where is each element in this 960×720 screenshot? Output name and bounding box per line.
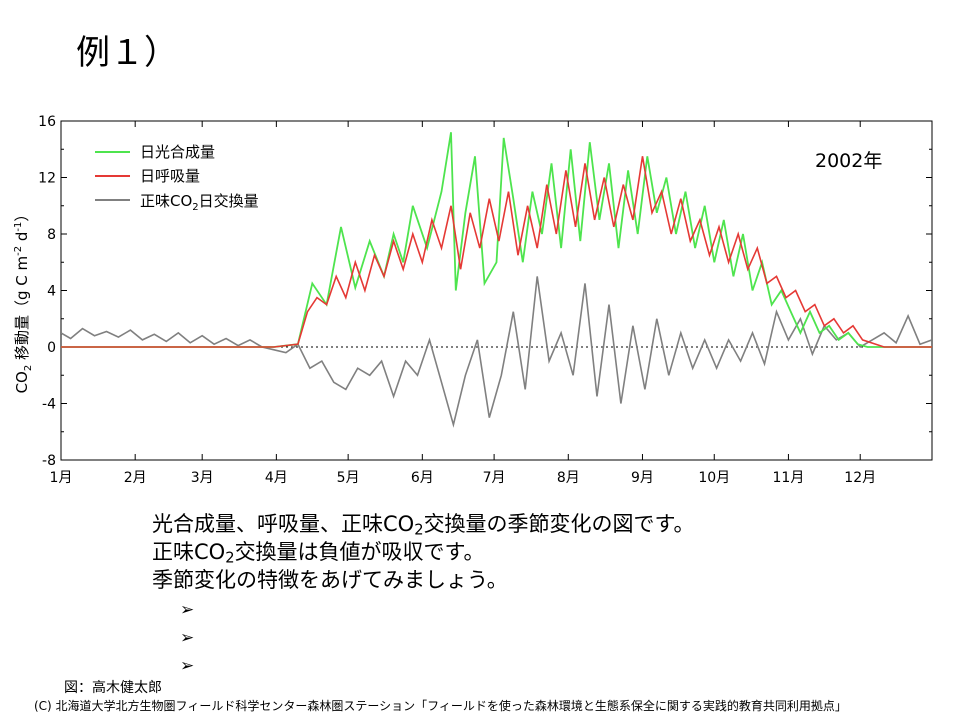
series-line-nee [61,276,932,428]
y-tick-label: 4 [47,284,56,300]
description-line-3: 季節変化の特徴をあげてみましょう。 [152,568,508,592]
y-tick-label: 0 [47,340,56,356]
x-tick-label: 5月 [337,470,360,486]
x-tick-label: 11月 [773,470,805,486]
x-tick-label: 4月 [265,470,288,486]
x-tick-label: 2月 [124,470,147,486]
legend-label-respiration: 日呼吸量 [140,167,200,185]
copyright-notice: (C) 北海道大学北方生物圏フィールド科学センター森林圏ステーション「フィールド… [34,699,847,713]
bullet-arrow-icon: ➢ [180,600,195,620]
series-line-gpp [61,132,932,348]
y-tick-label: -4 [42,397,56,413]
figure-credit: 図：高木健太郎 [64,680,162,696]
bullet-arrow-icon: ➢ [180,628,195,648]
bullet-arrow-icon: ➢ [180,656,195,676]
series-line-respiration [61,156,932,348]
legend-label-nee: 正味CO2日交換量 [140,192,259,213]
x-tick-label: 8月 [557,470,580,486]
x-tick-label: 12月 [844,470,876,486]
x-tick-label: 9月 [631,470,654,486]
y-tick-label: 16 [38,114,56,130]
slide-title: 例１） [76,33,178,73]
x-tick-label: 6月 [411,470,434,486]
x-tick-label: 1月 [50,470,73,486]
legend-label-gpp: 日光合成量 [140,143,215,161]
y-tick-label: 12 [38,171,56,187]
y-tick-label: 8 [47,227,56,243]
description-line-2: 正味CO2交換量は負値が吸収です。 [152,540,485,567]
year-label: 2002年 [815,150,882,172]
x-tick-label: 7月 [483,470,506,486]
legend: 日光合成量 日呼吸量 正味CO2日交換量 [95,143,259,213]
y-tick-label: -8 [42,453,56,469]
x-axis-ticks: 1月 2月 3月 4月 5月 6月 7月 8月 9月 10月 11月 12月 [50,121,876,486]
x-tick-label: 10月 [698,470,730,486]
description-line-1: 光合成量、呼吸量、正味CO2交換量の季節変化の図です。 [152,512,695,539]
y-axis-label: CO2 移動量（g C m-2 d-1） [13,207,34,394]
x-tick-label: 3月 [191,470,214,486]
